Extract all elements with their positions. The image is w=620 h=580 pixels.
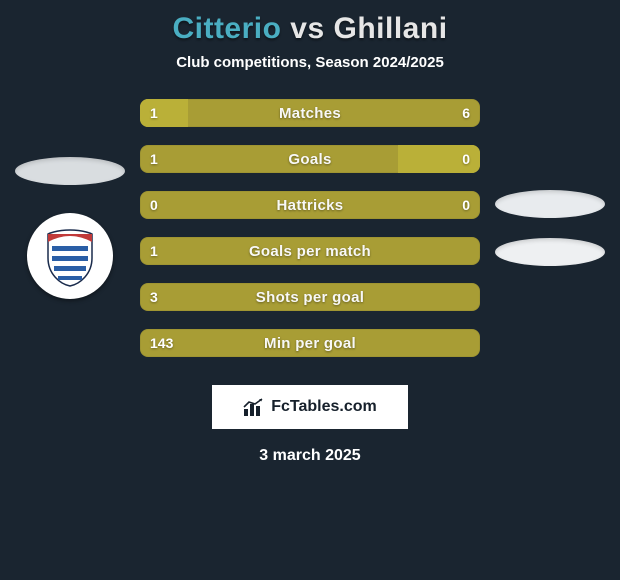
title-player2: Ghillani — [334, 12, 448, 45]
title-vs: vs — [290, 12, 324, 45]
stat-bar: 143Min per goal — [140, 329, 480, 357]
right-club-placeholder-icon — [495, 238, 605, 266]
stat-bars: 16Matches 10Goals 00Hattricks 1Goals per ma… — [140, 99, 480, 357]
stat-bar: 16Matches — [140, 99, 480, 127]
watermark: FcTables.com — [212, 385, 408, 429]
stat-label: Goals per match — [140, 237, 480, 265]
stat-bar: 1Goals per match — [140, 237, 480, 265]
watermark-text: FcTables.com — [271, 398, 377, 416]
date-label: 3 march 2025 — [6, 447, 614, 465]
stat-label: Goals — [140, 145, 480, 173]
page-title: Citterio vs Ghillani — [6, 12, 614, 46]
stat-label: Min per goal — [140, 329, 480, 357]
left-player-placeholder-icon — [15, 157, 125, 185]
stat-label: Shots per goal — [140, 283, 480, 311]
title-player1: Citterio — [172, 12, 281, 45]
stat-bar: 00Hattricks — [140, 191, 480, 219]
stat-label: Matches — [140, 99, 480, 127]
left-side-column — [10, 157, 130, 299]
stat-label: Hattricks — [140, 191, 480, 219]
stats-row: 16Matches 10Goals 00Hattricks 1Goals per ma… — [6, 99, 614, 357]
bar-chart-icon — [243, 397, 265, 417]
stat-bar: 10Goals — [140, 145, 480, 173]
right-side-column — [490, 190, 610, 266]
shield-icon — [44, 228, 96, 288]
subtitle: Club competitions, Season 2024/2025 — [6, 54, 614, 71]
left-club-crest-icon — [27, 213, 113, 299]
stat-bar: 3Shots per goal — [140, 283, 480, 311]
right-player-placeholder-icon — [495, 190, 605, 218]
comparison-card: Citterio vs Ghillani Club competitions, … — [0, 0, 620, 465]
